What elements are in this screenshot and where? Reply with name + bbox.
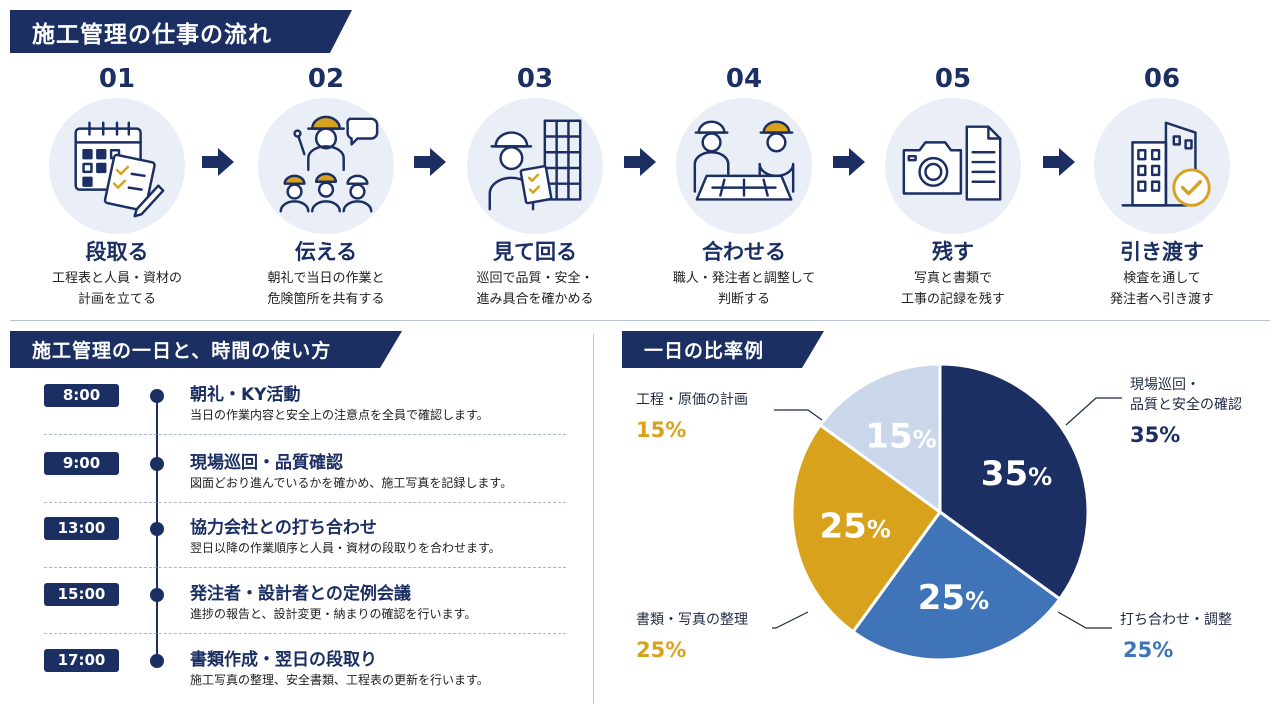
timeline-item-description: 図面どおり進んでいるかを確かめ、施工写真を記録します。 [190, 476, 513, 490]
step-06: 06 引き渡す 検査を通して 発注者へ引き渡す [1062, 62, 1262, 310]
time-badge: 13:00 [44, 517, 119, 540]
timeline-dot [150, 522, 164, 536]
step-number: 05 [934, 64, 972, 94]
timeline-item-title: 発注者・設計者との定例会議 [190, 584, 411, 604]
time-badge: 8:00 [44, 384, 119, 407]
timeline-dot [150, 389, 164, 403]
section-title-day: 施工管理の一日と、時間の使い方 [10, 331, 402, 368]
pie-chart: 35% 25% 25% 15% [790, 362, 1090, 662]
timeline-item-title: 現場巡回・品質確認 [190, 453, 343, 473]
pie-label-meeting: 打ち合わせ・調整 [1120, 612, 1232, 628]
pie-slice-meeting [850, 509, 1062, 662]
step-number: 04 [725, 64, 763, 94]
step-number: 03 [516, 64, 554, 94]
step-description: 朝礼で当日の作業と 危険箇所を共有する [267, 271, 385, 307]
pie-data-label: 25% [918, 578, 989, 618]
timeline-item-description: 当日の作業内容と安全上の注意点を全員で確認します。 [190, 408, 489, 422]
pie-percent-planning: 15% [636, 418, 687, 442]
step-title: 段取る [85, 240, 149, 264]
step-description: 写真と書類で 工事の記録を残す [900, 271, 1005, 307]
dashed-divider [44, 502, 566, 503]
timeline-item-title: 書類作成・翌日の段取り [190, 650, 377, 670]
step-description: 検査を通して 発注者へ引き渡す [1109, 271, 1214, 307]
arrow-right-icon [414, 148, 446, 176]
step-description: 巡回で品質・安全・ 進み具合を確かめる [476, 271, 594, 307]
step-title: 伝える [294, 240, 358, 264]
step-01: 01 段取る 工程表と人員・資材の 計画を立てる [17, 62, 217, 310]
pie-label-documents: 書類・写真の整理 [636, 612, 748, 628]
pie-slice-planning [818, 362, 942, 515]
pie-percent-patrol: 35% [1130, 423, 1181, 447]
step-description: 工程表と人員・資材の 計画を立てる [51, 271, 182, 307]
building-check-icon [1094, 98, 1230, 234]
step-title: 見て回る [493, 240, 577, 264]
arrow-right-icon [1043, 148, 1075, 176]
pie-data-label: 25% [820, 506, 891, 546]
step-number: 06 [1143, 64, 1181, 94]
step-number: 02 [307, 64, 345, 94]
timeline-item-title: 朝礼・KY活動 [190, 385, 301, 405]
dashed-divider [44, 567, 566, 568]
pie-percent-meeting: 25% [1123, 638, 1174, 662]
timeline-item-description: 進捗の報告と、設計変更・納まりの確認を行います。 [190, 607, 477, 621]
briefing-workers-icon [258, 98, 394, 234]
timeline-item-title: 協力会社との打ち合わせ [190, 518, 377, 538]
timeline-dot [150, 654, 164, 668]
step-04: 04 合わせる 職人・発注者と調整して 判断する [644, 62, 844, 310]
column-divider [593, 334, 594, 704]
timeline-item-description: 翌日以降の作業順序と人員・資材の段取りを合わせます。 [190, 541, 501, 555]
pie-label-planning: 工程・原価の計画 [636, 392, 748, 408]
step-number: 01 [98, 64, 136, 94]
pie-label-patrol: 現場巡回・ 品質と安全の確認 [1130, 377, 1242, 413]
time-badge: 17:00 [44, 649, 119, 672]
step-03: 03 見て回る 巡回で品質・安全・ 進み具合を確かめる [435, 62, 635, 310]
step-title: 引き渡す [1120, 240, 1204, 264]
step-05: 05 残す 写真と書類で 工事の記録を残す [853, 62, 1053, 310]
calendar-checklist-icon [49, 98, 185, 234]
dashed-divider [44, 434, 566, 435]
dashed-divider [44, 633, 566, 634]
arrow-right-icon [833, 148, 865, 176]
section-divider [10, 320, 1270, 321]
arrow-right-icon [202, 148, 234, 176]
timeline-item-description: 施工写真の整理、安全書類、工程表の更新を行います。 [190, 673, 489, 687]
camera-document-icon [885, 98, 1021, 234]
pie-data-label: 35% [981, 454, 1052, 494]
section-title-pie: 一日の比率例 [622, 331, 824, 368]
timeline-dot [150, 457, 164, 471]
step-title: 残す [932, 240, 974, 264]
step-description: 職人・発注者と調整して 判断する [672, 271, 816, 307]
time-badge: 15:00 [44, 583, 119, 606]
step-title: 合わせる [702, 240, 786, 264]
pie-percent-documents: 25% [636, 638, 687, 662]
pie-data-label: 15% [865, 417, 936, 457]
timeline-dot [150, 588, 164, 602]
time-badge: 9:00 [44, 452, 119, 475]
page-title: 施工管理の仕事の流れ [10, 10, 352, 53]
meeting-blueprint-icon [676, 98, 812, 234]
pie-slice-patrol [938, 362, 1090, 602]
step-02: 02 伝える 朝礼で当日の作業と 危険箇所を共有する [226, 62, 426, 310]
pie-slice-documents [790, 422, 943, 634]
inspector-clipboard-icon [467, 98, 603, 234]
arrow-right-icon [624, 148, 656, 176]
